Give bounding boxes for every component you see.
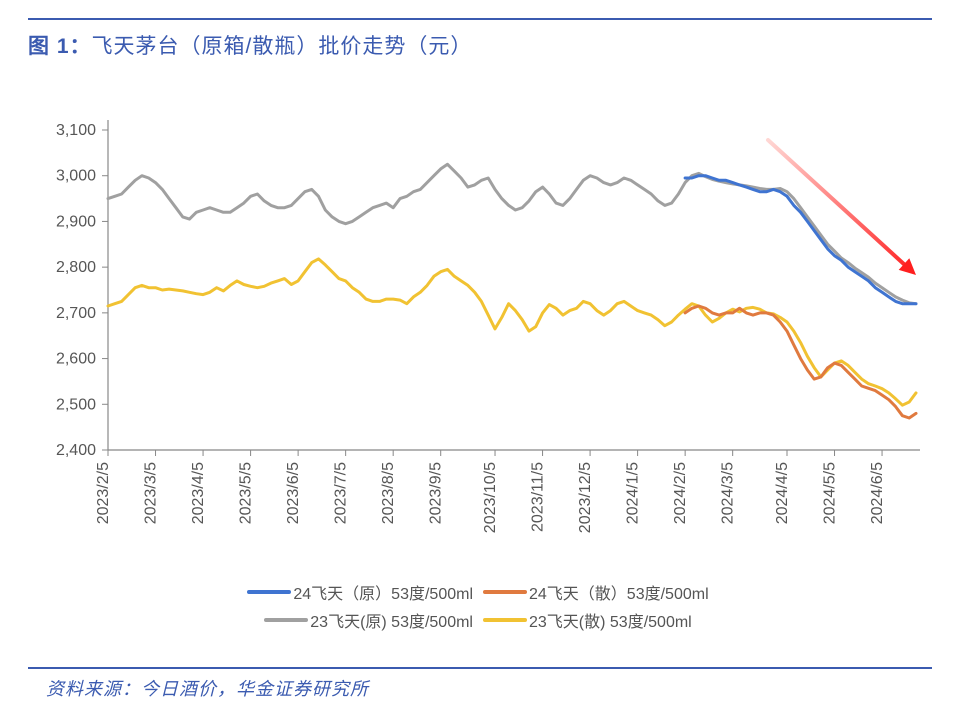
x-tick-label: 2023/12/5 bbox=[577, 462, 594, 533]
x-tick-label: 2023/10/5 bbox=[482, 462, 499, 533]
x-tick-label: 2023/8/5 bbox=[380, 462, 397, 524]
bottom-rule bbox=[28, 667, 932, 669]
x-tick-label: 2023/7/5 bbox=[333, 462, 350, 524]
x-tick-label: 2024/6/5 bbox=[869, 462, 886, 524]
y-tick-label: 3,000 bbox=[56, 168, 96, 185]
legend-label: 24飞天（原）53度/500ml bbox=[293, 580, 473, 604]
series-line bbox=[108, 259, 916, 405]
legend-label: 24飞天（散）53度/500ml bbox=[529, 580, 709, 604]
y-tick-label: 2,900 bbox=[56, 213, 96, 230]
x-tick-label: 2023/4/5 bbox=[190, 462, 207, 524]
y-tick-label: 2,600 bbox=[56, 351, 96, 368]
chart-series bbox=[108, 164, 916, 418]
legend-row-1: 24飞天（原）53度/500ml 24飞天（散）53度/500ml bbox=[28, 580, 928, 604]
legend-label: 23飞天(散) 53度/500ml bbox=[529, 608, 692, 632]
x-tick-label: 2024/5/5 bbox=[822, 462, 839, 524]
x-tick-label: 2023/9/5 bbox=[428, 462, 445, 524]
legend-swatch bbox=[247, 590, 291, 594]
legend-swatch bbox=[483, 590, 527, 594]
y-tick-label: 2,500 bbox=[56, 396, 96, 413]
figure-label: 图 1： bbox=[28, 35, 92, 58]
y-tick-label: 2,400 bbox=[56, 442, 96, 459]
legend-item: 23飞天(散) 53度/500ml bbox=[483, 608, 692, 632]
y-tick-label: 3,100 bbox=[56, 122, 96, 139]
x-tick-label: 2023/6/5 bbox=[285, 462, 302, 524]
legend-swatch bbox=[264, 618, 308, 622]
x-tick-label: 2024/2/5 bbox=[672, 462, 689, 524]
chart-container: 2,400 2,500 2,600 2,700 2,800 2,900 3,000 3,100… bbox=[28, 80, 928, 640]
x-tick-label: 2024/4/5 bbox=[774, 462, 791, 524]
x-axis: 2023/2/5 2023/3/5 2023/4/5 2023/5/5 2023/6/5… bbox=[95, 450, 920, 533]
x-tick-label: 2023/2/5 bbox=[95, 462, 112, 524]
price-trend-chart: 2,400 2,500 2,600 2,700 2,800 2,900 3,000 3,100… bbox=[28, 80, 928, 640]
legend-item: 24飞天（散）53度/500ml bbox=[483, 580, 709, 604]
y-tick-label: 2,800 bbox=[56, 259, 96, 276]
legend-swatch bbox=[483, 618, 527, 622]
trend-arrow bbox=[768, 140, 916, 275]
figure-title: 飞天茅台（原箱/散瓶）批价走势（元） bbox=[92, 35, 473, 58]
x-tick-label: 2024/1/5 bbox=[625, 462, 642, 524]
y-axis: 2,400 2,500 2,600 2,700 2,800 2,900 3,000 3,100 bbox=[56, 120, 108, 459]
x-tick-label: 2023/5/5 bbox=[238, 462, 255, 524]
source-line: 资料来源：今日酒价，华金证券研究所 bbox=[46, 675, 369, 701]
legend-label: 23飞天(原) 53度/500ml bbox=[310, 608, 473, 632]
x-tick-label: 2023/11/5 bbox=[530, 462, 547, 532]
series-line bbox=[685, 306, 916, 418]
legend-row-2: 23飞天(原) 53度/500ml 23飞天(散) 53度/500ml bbox=[28, 608, 928, 632]
figure-header: 图 1：飞天茅台（原箱/散瓶）批价走势（元） bbox=[28, 18, 932, 74]
series-line bbox=[108, 164, 916, 303]
legend-item: 24飞天（原）53度/500ml bbox=[247, 580, 473, 604]
y-tick-label: 2,700 bbox=[56, 305, 96, 322]
x-tick-label: 2023/3/5 bbox=[143, 462, 160, 524]
x-tick-label: 2024/3/5 bbox=[720, 462, 737, 524]
legend-item: 23飞天(原) 53度/500ml bbox=[264, 608, 473, 632]
series-line bbox=[685, 176, 916, 304]
